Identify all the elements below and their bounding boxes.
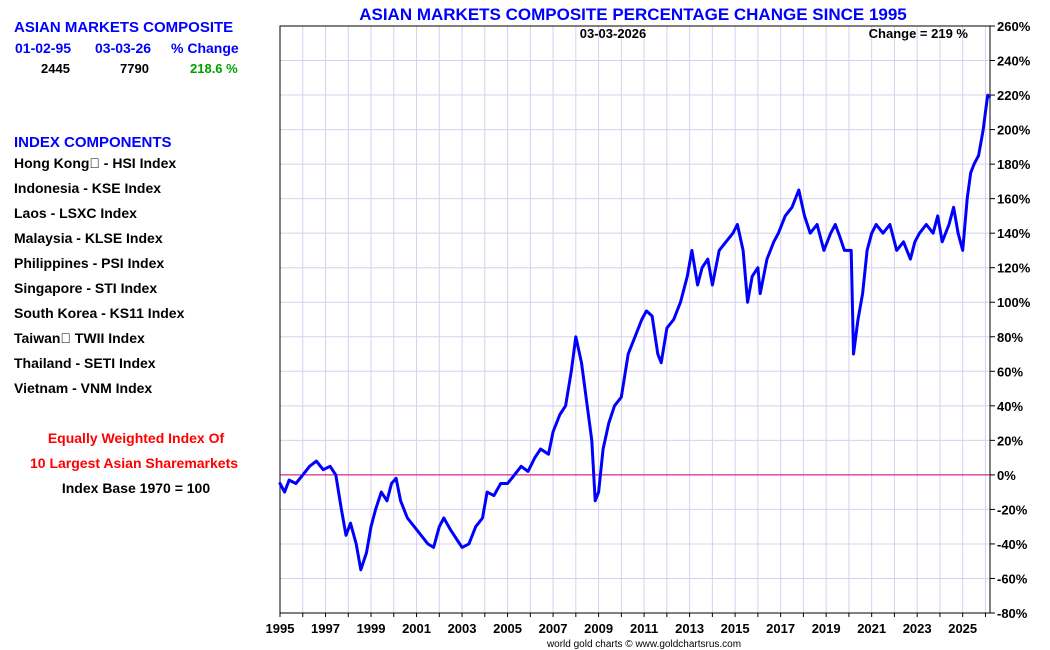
component-item: Indonesia - KSE Index xyxy=(14,180,162,196)
y-tick-label: 140% xyxy=(997,226,1031,241)
y-tick-label: 0% xyxy=(997,468,1016,483)
x-tick-label: 2009 xyxy=(584,621,613,636)
x-axis: 1995 1997 1999 2001 2003 2005 2007 2009 2011 2013… xyxy=(266,613,986,636)
y-tick-label: 220% xyxy=(997,88,1031,103)
component-item: Hong Kong  - HSI Index xyxy=(14,155,177,171)
x-tick-label: 2013 xyxy=(675,621,704,636)
change-header: % Change xyxy=(171,40,239,56)
component-item: Thailand - SETI Index xyxy=(14,355,156,371)
x-tick-label: 1995 xyxy=(266,621,295,636)
x-tick-label: 1997 xyxy=(311,621,340,636)
x-tick-label: 2003 xyxy=(448,621,477,636)
y-tick-label: -60% xyxy=(997,571,1028,586)
components-title: INDEX COMPONENTS xyxy=(14,134,172,151)
x-tick-label: 1999 xyxy=(357,621,386,636)
grid xyxy=(279,25,990,614)
y-tick-label: -20% xyxy=(997,502,1028,517)
component-item: Laos - LSXC Index xyxy=(14,205,137,221)
y-tick-label: 200% xyxy=(997,123,1031,138)
x-tick-label: 2001 xyxy=(402,621,431,636)
x-tick-label: 2017 xyxy=(766,621,795,636)
x-tick-label: 2023 xyxy=(903,621,932,636)
change-value: 218.6 % xyxy=(190,61,238,76)
component-item: South Korea - KS11 Index xyxy=(14,305,185,321)
end-date-header: 03-03-26 xyxy=(95,40,152,56)
x-tick-label: 2011 xyxy=(630,621,658,636)
end-value: 7790 xyxy=(120,61,149,76)
y-tick-label: 180% xyxy=(997,157,1031,172)
y-tick-label: 240% xyxy=(997,54,1031,69)
x-tick-label: 2015 xyxy=(721,621,750,636)
plot-frame xyxy=(279,25,991,614)
y-tick-label: 40% xyxy=(997,399,1023,414)
y-tick-label: 260% xyxy=(997,19,1031,34)
x-tick-label: 2021 xyxy=(857,621,886,636)
note-line-3: Index Base 1970 = 100 xyxy=(61,480,211,496)
component-item: Malaysia - KLSE Index xyxy=(14,230,163,246)
y-tick-label: -40% xyxy=(997,537,1028,552)
footer-credit: world gold charts © www.goldchartsrus.co… xyxy=(546,639,741,650)
x-tick-label: 2005 xyxy=(493,621,522,636)
y-tick-label: 120% xyxy=(997,261,1031,276)
y-tick-label: -80% xyxy=(997,606,1028,621)
x-tick-label: 2019 xyxy=(812,621,841,636)
component-item: Philippines - PSI Index xyxy=(14,255,165,271)
y-tick-label: 80% xyxy=(997,330,1023,345)
x-tick-label: 2007 xyxy=(539,621,568,636)
y-tick-label: 60% xyxy=(997,364,1023,379)
component-item: Singapore - STI Index xyxy=(14,280,158,296)
x-tick-label: 2025 xyxy=(948,621,977,636)
note-line-1: Equally Weighted Index Of xyxy=(47,430,225,446)
date-label: 03-03-2026 xyxy=(580,26,647,41)
change-label: Change = 219 % xyxy=(869,26,969,41)
chart-title: ASIAN MARKETS COMPOSITE PERCENTAGE CHANG… xyxy=(359,5,907,24)
y-tick-label: 160% xyxy=(997,192,1031,207)
y-tick-label: 20% xyxy=(997,433,1023,448)
composite-title: ASIAN MARKETS COMPOSITE xyxy=(14,19,234,36)
y-axis: -80% -60% -40% -20% 0% 20% 40% 60% 80% 100% 120% 14… xyxy=(990,19,1031,621)
start-date-header: 01-02-95 xyxy=(15,40,72,56)
component-item: Taiwan  TWII Index xyxy=(14,330,145,346)
note-line-2: 10 Largest Asian Sharemarkets xyxy=(29,455,239,471)
y-tick-label: 100% xyxy=(997,295,1031,310)
series-line xyxy=(278,93,991,572)
component-item: Vietnam - VNM Index xyxy=(14,380,153,396)
start-value: 2445 xyxy=(41,61,70,76)
series xyxy=(278,93,991,572)
